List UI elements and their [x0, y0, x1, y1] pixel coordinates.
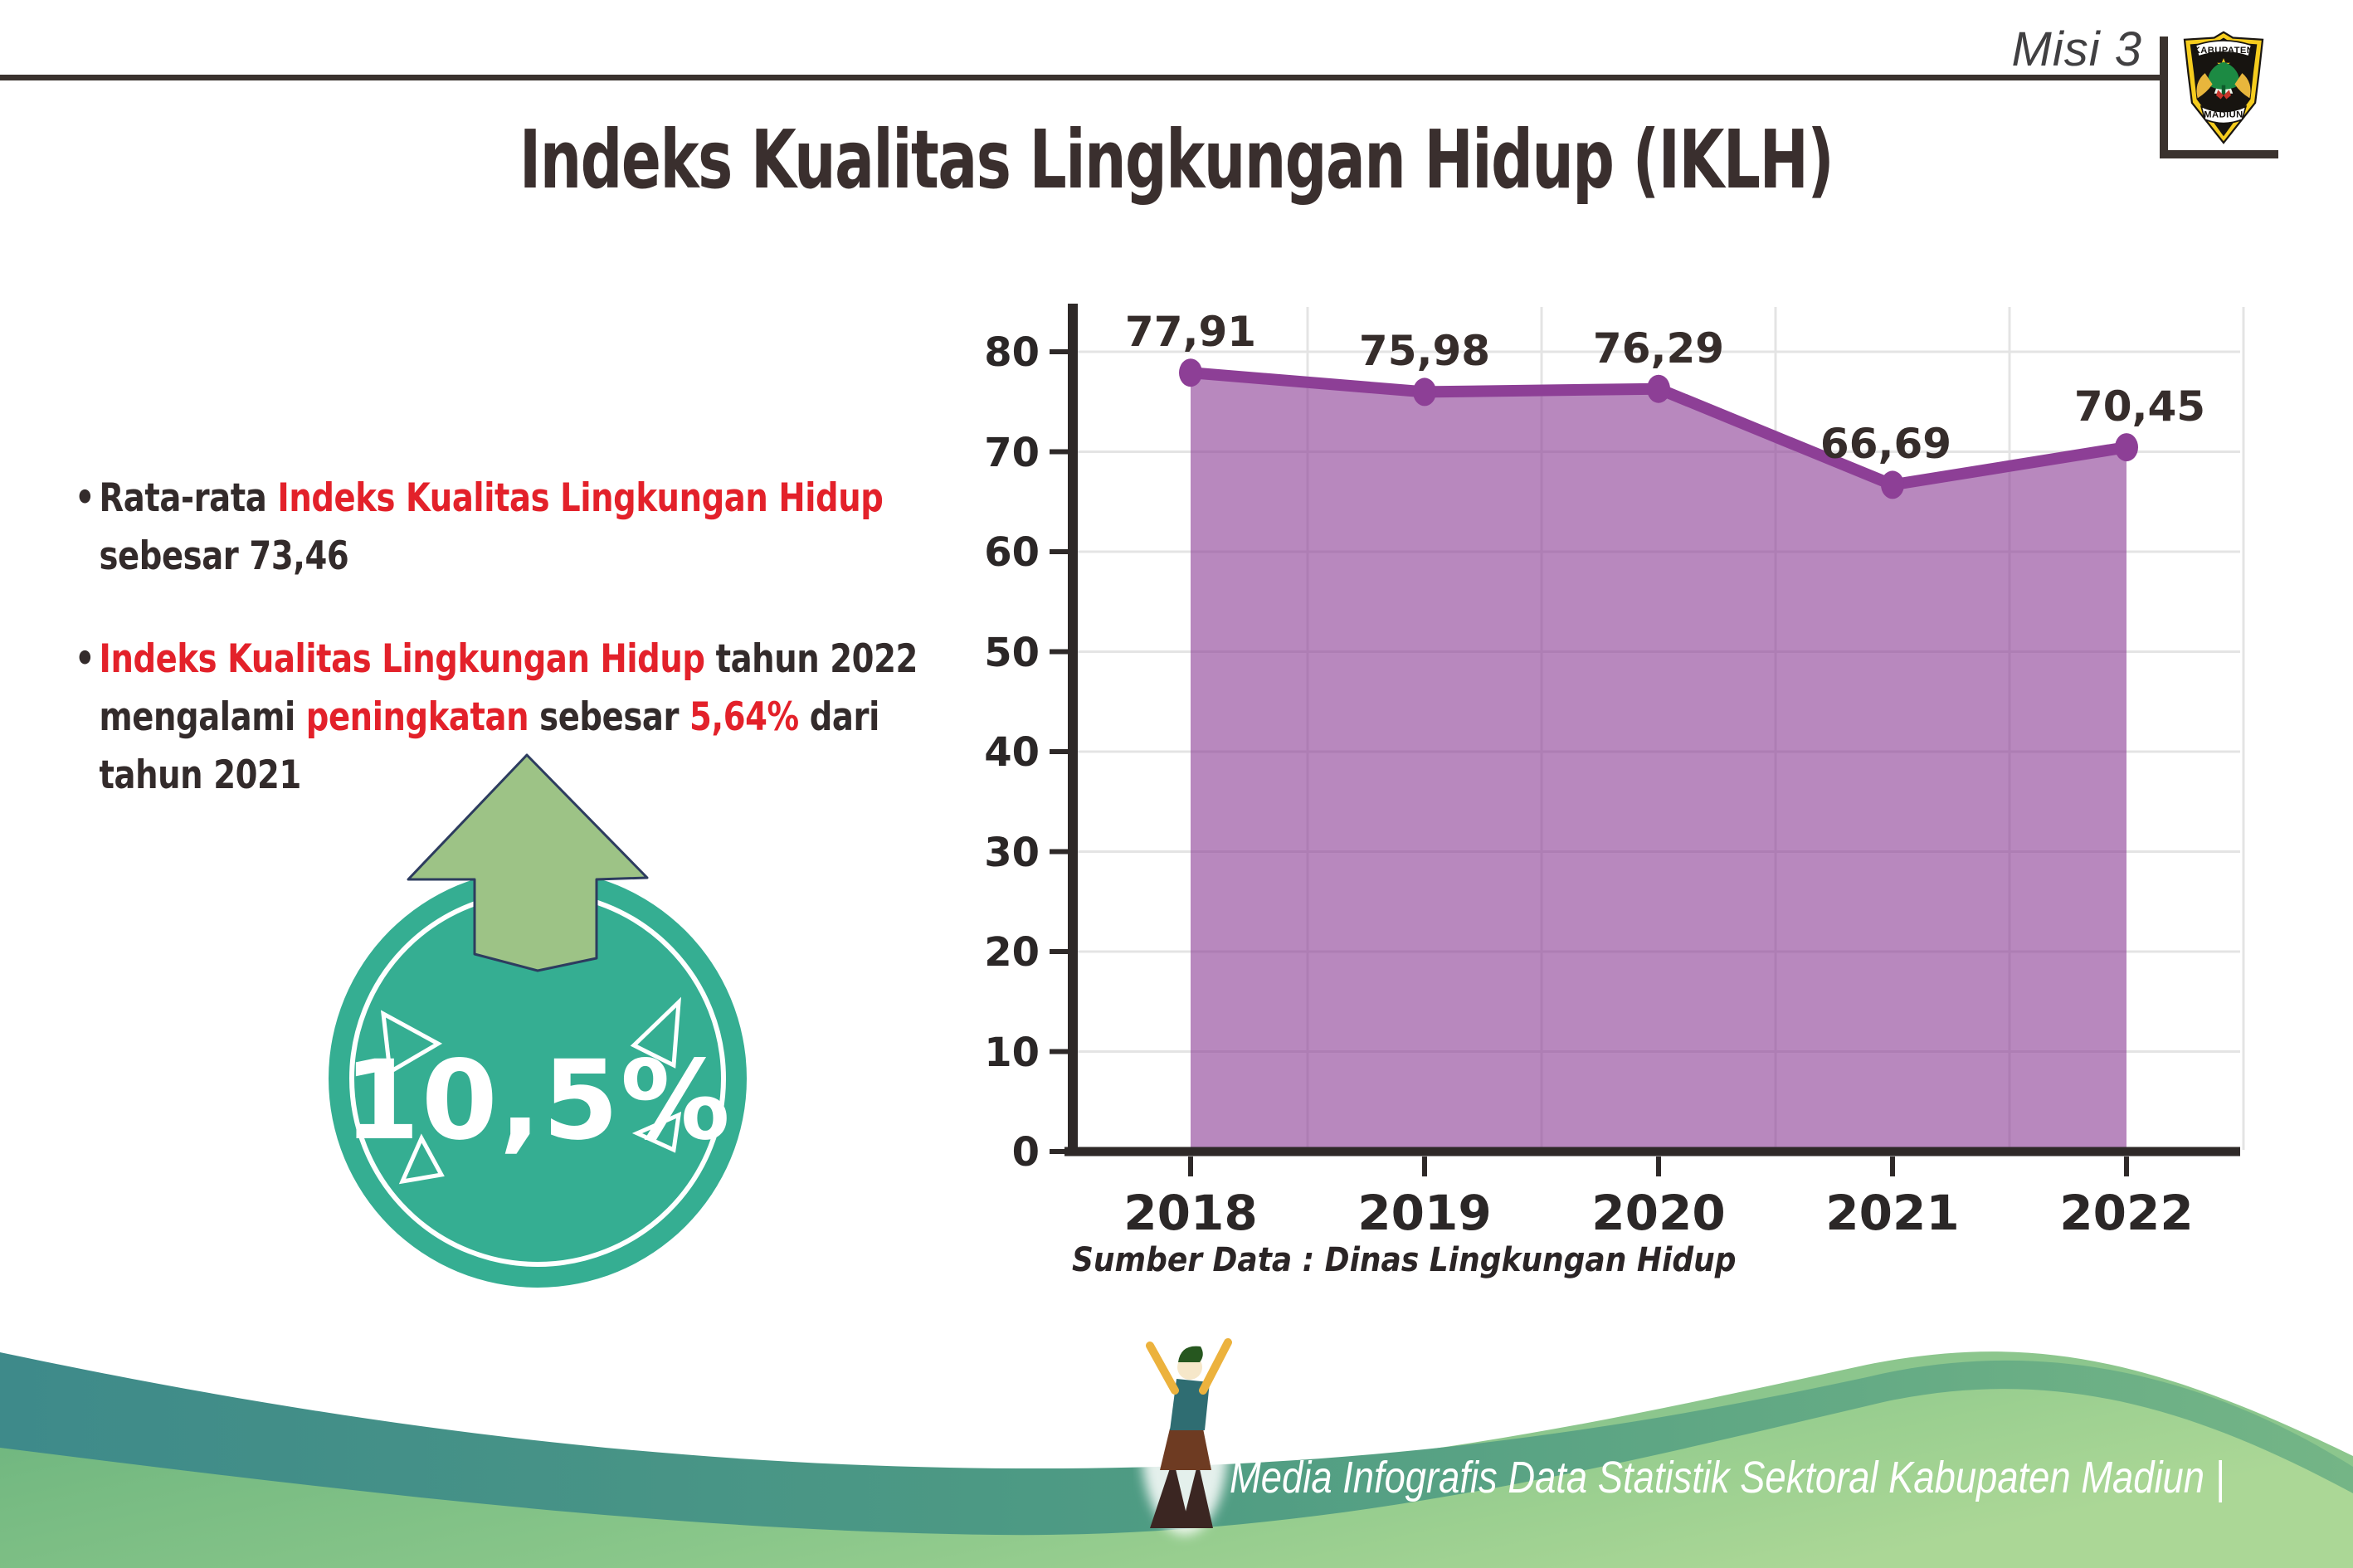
data-label: 76,29	[1593, 324, 1724, 373]
logo-right-ribbon	[2224, 90, 2231, 100]
y-tick-label: 70	[984, 430, 1040, 476]
badge-triangle-decoration	[380, 1010, 443, 1076]
mascot-icon	[1142, 1338, 1232, 1535]
badge-circle	[329, 869, 747, 1288]
x-tick-label: 2018	[1123, 1185, 1257, 1241]
increase-badge: 10,5%	[329, 753, 747, 1288]
y-tick-label: 50	[984, 630, 1040, 676]
highlighted-text: 5,64%	[689, 694, 799, 740]
bullet-item: • Rata-rata Indeks Kualitas Lingkungan Hi…	[75, 470, 1027, 586]
plain-text: tahun 2021	[99, 752, 302, 798]
source-note: Sumber Data : Dinas Lingkungan Hidup	[1072, 1241, 1737, 1279]
bullet-list: • Rata-rata Indeks Kualitas Lingkungan Hi…	[75, 470, 1027, 850]
bullet-line: Indeks Kualitas Lingkungan Hidup tahun 2…	[100, 631, 1027, 689]
data-label: 66,69	[1820, 420, 1951, 468]
footer-wave	[0, 1338, 2353, 1568]
bullet-line: sebesar 73,46	[100, 528, 1027, 586]
data-point	[1647, 374, 1670, 403]
mascot-skirt	[1160, 1429, 1211, 1470]
iklh-area-chart: 77,91 75,98 76,29 66,69 70,45 0 10 20 30 40 50 60 70…	[984, 304, 2245, 1241]
logo-bracket-horizontal	[2160, 150, 2278, 158]
bullet-dot: •	[75, 475, 95, 521]
highlighted-text: peningkatan	[305, 694, 529, 740]
badge-triangle-decoration	[631, 1111, 682, 1153]
plain-text: sebesar	[529, 694, 690, 740]
y-tick-label: 30	[984, 830, 1040, 876]
mascot-leg	[1181, 1462, 1213, 1528]
plain-text: tahun 2022	[704, 636, 918, 682]
bullet-item: • Indeks Kualitas Lingkungan Hidup tahun …	[75, 631, 1027, 805]
data-point	[1179, 358, 1202, 387]
x-tick-label: 2022	[2059, 1185, 2193, 1241]
logo-top-text: KABUPATEN	[2194, 46, 2254, 56]
footer-caption: Media Infografis Data Statistik Sektoral…	[1230, 1453, 2225, 1502]
logo-tree-trunk	[2221, 85, 2226, 95]
plain-text: sebesar 73,46	[99, 533, 349, 579]
data-point	[2115, 433, 2138, 462]
plain-text: mengalami	[99, 694, 306, 740]
logo-bracket-vertical	[2160, 37, 2168, 158]
area-fill	[1191, 373, 2126, 1150]
logo-left-ribbon	[2216, 90, 2224, 100]
data-label: 70,45	[2074, 382, 2205, 431]
logo-left-wing	[2196, 73, 2213, 99]
y-tick-label: 10	[984, 1030, 1040, 1076]
logo-bottom-text: MADIUN	[2204, 110, 2243, 119]
y-tick-label: 0	[1012, 1129, 1040, 1176]
y-tick-label: 40	[984, 729, 1040, 776]
y-tick-label: 60	[984, 529, 1040, 576]
x-tick-label: 2021	[1825, 1185, 1959, 1241]
bullet-line: tahun 2021	[100, 747, 1027, 805]
highlighted-text: Indeks Kualitas Lingkungan Hidup	[277, 475, 884, 521]
bullet-line: mengalami peningkatan sebesar 5,64% dari	[100, 689, 1027, 747]
data-point	[1881, 470, 1904, 499]
badge-triangle-decoration	[398, 1133, 445, 1185]
bullet-line: Rata-rata Indeks Kualitas Lingkungan Hid…	[100, 470, 1027, 528]
mascot-arm	[1199, 1338, 1232, 1395]
x-tick-label: 2019	[1357, 1185, 1491, 1241]
mascot-arm	[1146, 1342, 1179, 1395]
data-point	[1413, 377, 1436, 407]
badge-value: 10,5%	[343, 1037, 732, 1165]
logo-right-wing	[2234, 73, 2251, 99]
page-title: Indeks Kualitas Lingkungan Hidup (IKLH)	[519, 113, 1834, 207]
data-label: 75,98	[1359, 327, 1490, 375]
x-tick-label: 2020	[1591, 1185, 1725, 1241]
mascot-leg	[1150, 1458, 1190, 1528]
plain-text: Rata-rata	[99, 475, 278, 521]
badge-triangle-decoration	[630, 996, 682, 1069]
plain-text: dari	[798, 694, 880, 740]
logo-bottom-banner	[2200, 105, 2248, 124]
y-tick-label: 80	[984, 329, 1040, 376]
logo-tree	[2208, 61, 2239, 90]
bullet-dot: •	[75, 636, 95, 682]
misi-label: Misi 3	[2011, 22, 2142, 76]
data-label: 77,91	[1125, 308, 1256, 356]
highlighted-text: Indeks Kualitas Lingkungan Hidup	[99, 636, 705, 682]
up-arrow-icon	[407, 753, 649, 972]
kabupaten-madiun-logo-icon: KABUPATEN MADIUN	[2183, 31, 2264, 144]
mascot-cap	[1178, 1346, 1203, 1362]
wave-body	[0, 1389, 2353, 1568]
title-row: Indeks Kualitas Lingkungan Hidup (IKLH)	[0, 113, 2353, 207]
header-rule	[0, 75, 2161, 80]
y-tick-label: 20	[984, 929, 1040, 976]
logo-top-banner	[2195, 40, 2253, 58]
